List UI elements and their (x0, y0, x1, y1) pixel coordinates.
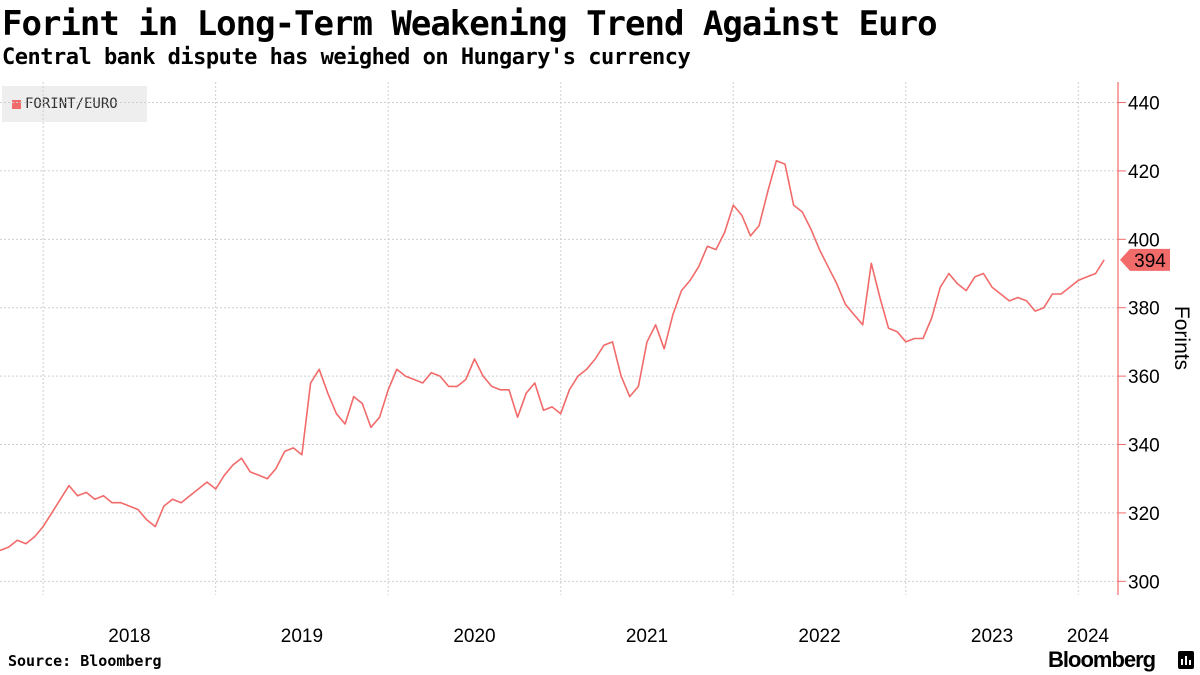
y-tick-label: 440 (1128, 94, 1160, 115)
bloomberg-terminal-icon (1178, 651, 1194, 669)
series-line (0, 159, 1105, 552)
x-tick-label: 2023 (971, 626, 1013, 647)
x-tick-label: 2018 (108, 626, 150, 647)
last-value-marker: 394 (1120, 248, 1170, 272)
y-tick-label: 420 (1128, 162, 1160, 183)
y-tick-label: 380 (1128, 299, 1160, 320)
last-value-badge (1120, 248, 1170, 271)
x-tick-label: 2021 (626, 626, 668, 647)
x-axis: 2018 2019 2020 2021 2022 2023 2024 (108, 626, 1109, 647)
x-tick-label: 2020 (453, 626, 495, 647)
brand-logo: Bloomberg (1048, 647, 1156, 672)
legend-swatch (12, 99, 21, 109)
series-group (0, 159, 1105, 552)
gridlines (0, 82, 1118, 595)
y-axis-label: Forints (1170, 306, 1193, 370)
x-tick-label: 2022 (798, 626, 840, 647)
last-value-label: 394 (1134, 251, 1166, 272)
x-tick-label: 2024 (1067, 626, 1110, 647)
chart-legend: FORINT/EURO (2, 86, 147, 122)
y-tick-label: 400 (1128, 230, 1160, 251)
y-axis: 300 320 340 360 380 400 420 440 (1117, 82, 1160, 595)
x-tick-label: 2019 (281, 626, 323, 647)
chart-subtitle: Central bank dispute has weighed on Hung… (2, 45, 691, 70)
y-tick-label: 340 (1128, 436, 1160, 457)
y-tick-label: 360 (1128, 367, 1160, 388)
source-note: Source: Bloomberg (8, 652, 162, 670)
y-tick-label: 320 (1128, 504, 1160, 525)
y-tick-label: 300 (1128, 572, 1160, 593)
chart-title: Forint in Long-Term Weakening Trend Agai… (2, 4, 938, 44)
legend-label: FORINT/EURO (25, 96, 118, 112)
